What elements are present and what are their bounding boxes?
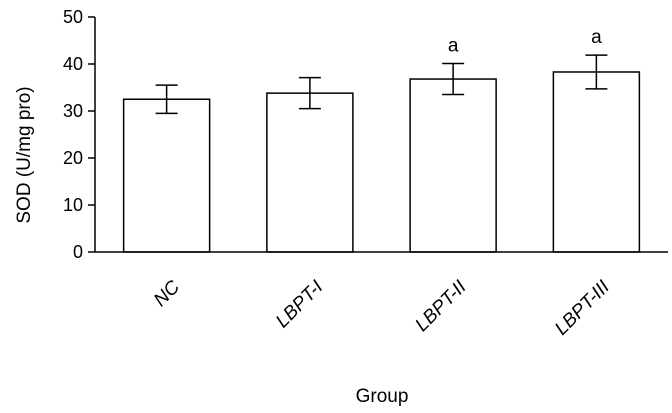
bar-lbpt-iii [552, 71, 641, 253]
x-axis-label: Group [356, 386, 409, 407]
error-bar-lbpt-iii [585, 54, 608, 90]
y-tick-label: 10 [63, 195, 83, 215]
bar-nc [122, 98, 211, 253]
y-axis-ticks: 0 10 20 30 40 50 [63, 7, 95, 262]
bar-lbpt-i [266, 92, 354, 253]
x-tick-label: NC [150, 276, 184, 310]
error-bar-lbpt-ii [442, 62, 465, 96]
significance-label: a [591, 27, 602, 48]
y-tick-label: 30 [63, 101, 83, 121]
x-tick-label: LBPT-I [272, 276, 328, 332]
error-bar-nc [155, 84, 178, 115]
x-tick-label: LBPT-III [551, 276, 614, 339]
axes [94, 17, 668, 253]
x-tick-label: LBPT-II [411, 276, 471, 336]
significance-label: a [448, 36, 459, 57]
bars-layer [122, 71, 641, 253]
y-axis-label: SOD (U/mg pro) [14, 86, 35, 223]
x-axis-tick-labels: NC LBPT-I LBPT-II LBPT-III [150, 276, 615, 339]
bar-lbpt-ii [409, 78, 497, 253]
error-bars-layer [155, 54, 608, 115]
y-tick-label: 50 [63, 7, 83, 27]
y-tick-label: 0 [73, 242, 83, 262]
y-tick-label: 40 [63, 54, 83, 74]
y-tick-label: 20 [63, 148, 83, 168]
error-bar-lbpt-i [298, 76, 321, 110]
